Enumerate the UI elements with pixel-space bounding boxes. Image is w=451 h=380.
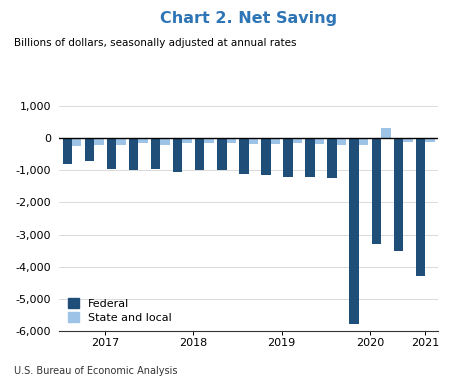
- Bar: [226, 138, 235, 143]
- Bar: [239, 138, 248, 174]
- Bar: [424, 138, 434, 142]
- Bar: [151, 138, 160, 169]
- Bar: [336, 138, 345, 145]
- Bar: [160, 138, 170, 145]
- Bar: [72, 138, 81, 146]
- Bar: [270, 138, 280, 144]
- Bar: [380, 128, 390, 138]
- Bar: [314, 138, 324, 144]
- Bar: [283, 138, 292, 177]
- Bar: [106, 138, 116, 169]
- Bar: [182, 138, 191, 143]
- Text: Chart 2. Net Saving: Chart 2. Net Saving: [160, 11, 336, 26]
- Bar: [292, 138, 302, 143]
- Bar: [62, 138, 72, 164]
- Text: Billions of dollars, seasonally adjusted at annual rates: Billions of dollars, seasonally adjusted…: [14, 38, 295, 48]
- Bar: [84, 138, 94, 161]
- Bar: [358, 138, 368, 145]
- Bar: [94, 138, 103, 145]
- Bar: [194, 138, 204, 171]
- Bar: [402, 138, 412, 142]
- Bar: [116, 138, 125, 144]
- Bar: [371, 138, 380, 244]
- Bar: [415, 138, 424, 276]
- Text: U.S. Bureau of Economic Analysis: U.S. Bureau of Economic Analysis: [14, 366, 177, 376]
- Bar: [138, 138, 147, 143]
- Bar: [261, 138, 270, 175]
- Bar: [129, 138, 138, 171]
- Bar: [349, 138, 358, 324]
- Bar: [204, 138, 213, 143]
- Bar: [248, 138, 258, 144]
- Bar: [327, 138, 336, 179]
- Bar: [172, 138, 182, 172]
- Bar: [216, 138, 226, 171]
- Legend: Federal, State and local: Federal, State and local: [68, 298, 171, 323]
- Bar: [393, 138, 402, 250]
- Bar: [305, 138, 314, 177]
